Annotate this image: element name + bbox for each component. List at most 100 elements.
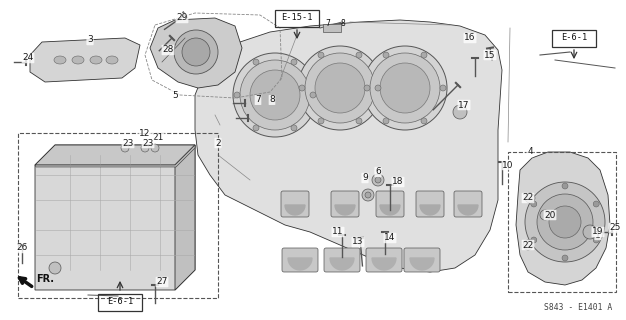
Text: 16: 16 — [464, 34, 476, 43]
FancyBboxPatch shape — [282, 248, 318, 272]
Circle shape — [291, 59, 297, 65]
Polygon shape — [30, 38, 140, 82]
FancyBboxPatch shape — [454, 191, 482, 217]
Circle shape — [375, 177, 381, 183]
Bar — [323, 24, 341, 32]
Text: 14: 14 — [384, 234, 396, 243]
Circle shape — [583, 225, 597, 239]
Polygon shape — [380, 205, 400, 215]
Ellipse shape — [54, 56, 66, 64]
Text: S843 - E1401 A: S843 - E1401 A — [544, 303, 612, 312]
Text: 6: 6 — [375, 167, 381, 177]
Circle shape — [305, 53, 375, 123]
Text: 7: 7 — [255, 95, 261, 105]
Text: 27: 27 — [156, 277, 168, 286]
Circle shape — [362, 189, 374, 201]
Text: 17: 17 — [458, 100, 470, 109]
Circle shape — [421, 52, 427, 58]
Text: 20: 20 — [545, 211, 556, 220]
Circle shape — [593, 237, 599, 243]
Circle shape — [383, 118, 389, 124]
Text: 11: 11 — [332, 228, 344, 236]
Circle shape — [363, 46, 447, 130]
Text: 21: 21 — [152, 133, 163, 142]
Text: 29: 29 — [177, 13, 188, 22]
Circle shape — [356, 52, 362, 58]
Text: 7: 7 — [326, 20, 331, 28]
Circle shape — [298, 46, 382, 130]
Text: E-6-1: E-6-1 — [107, 298, 133, 307]
Text: E-6-1: E-6-1 — [561, 34, 587, 43]
Circle shape — [250, 70, 300, 120]
Text: 8: 8 — [341, 20, 346, 28]
FancyBboxPatch shape — [324, 248, 360, 272]
Polygon shape — [372, 258, 396, 270]
Polygon shape — [285, 205, 305, 215]
Text: 26: 26 — [16, 244, 28, 252]
Circle shape — [365, 192, 371, 198]
Text: 12: 12 — [140, 129, 151, 138]
Circle shape — [562, 255, 568, 261]
Text: E-15-1: E-15-1 — [281, 13, 313, 22]
Polygon shape — [335, 205, 355, 215]
Text: 15: 15 — [485, 51, 496, 60]
Ellipse shape — [90, 56, 102, 64]
Bar — [508, 152, 616, 292]
Text: 23: 23 — [122, 139, 134, 148]
Circle shape — [537, 194, 593, 250]
Circle shape — [315, 63, 365, 113]
Bar — [18, 133, 218, 298]
Circle shape — [523, 240, 533, 250]
Circle shape — [299, 85, 305, 91]
Text: 28: 28 — [162, 45, 173, 54]
Text: 5: 5 — [172, 91, 178, 100]
Circle shape — [525, 193, 535, 203]
Circle shape — [593, 201, 599, 207]
Circle shape — [253, 59, 259, 65]
Circle shape — [291, 125, 297, 131]
Ellipse shape — [106, 56, 118, 64]
Text: 23: 23 — [142, 139, 154, 148]
Text: 22: 22 — [522, 241, 533, 250]
Polygon shape — [330, 258, 354, 270]
Circle shape — [234, 92, 240, 98]
Text: 18: 18 — [393, 178, 404, 187]
Polygon shape — [35, 145, 195, 290]
Circle shape — [240, 60, 310, 130]
Circle shape — [318, 52, 324, 58]
Polygon shape — [516, 152, 610, 285]
Text: 3: 3 — [87, 36, 93, 44]
Text: 9: 9 — [362, 173, 368, 182]
Circle shape — [318, 118, 324, 124]
Polygon shape — [410, 258, 434, 270]
Circle shape — [380, 63, 430, 113]
FancyBboxPatch shape — [416, 191, 444, 217]
Circle shape — [370, 53, 440, 123]
Circle shape — [421, 118, 427, 124]
Polygon shape — [420, 205, 440, 215]
Circle shape — [151, 144, 159, 152]
Bar — [98, 294, 142, 311]
Ellipse shape — [72, 56, 84, 64]
Circle shape — [182, 38, 210, 66]
Text: 10: 10 — [502, 161, 514, 170]
Polygon shape — [458, 205, 478, 215]
Circle shape — [356, 118, 362, 124]
Circle shape — [383, 52, 389, 58]
Circle shape — [49, 262, 61, 274]
Circle shape — [531, 237, 537, 243]
Circle shape — [310, 92, 316, 98]
Circle shape — [372, 174, 384, 186]
Circle shape — [364, 85, 370, 91]
Text: 2: 2 — [215, 139, 221, 148]
Circle shape — [233, 53, 317, 137]
Bar — [552, 30, 596, 47]
Circle shape — [562, 183, 568, 189]
Circle shape — [141, 144, 149, 152]
Polygon shape — [150, 18, 242, 88]
Circle shape — [375, 85, 381, 91]
Circle shape — [549, 206, 581, 238]
Circle shape — [453, 105, 467, 119]
FancyBboxPatch shape — [376, 191, 404, 217]
Circle shape — [531, 201, 537, 207]
